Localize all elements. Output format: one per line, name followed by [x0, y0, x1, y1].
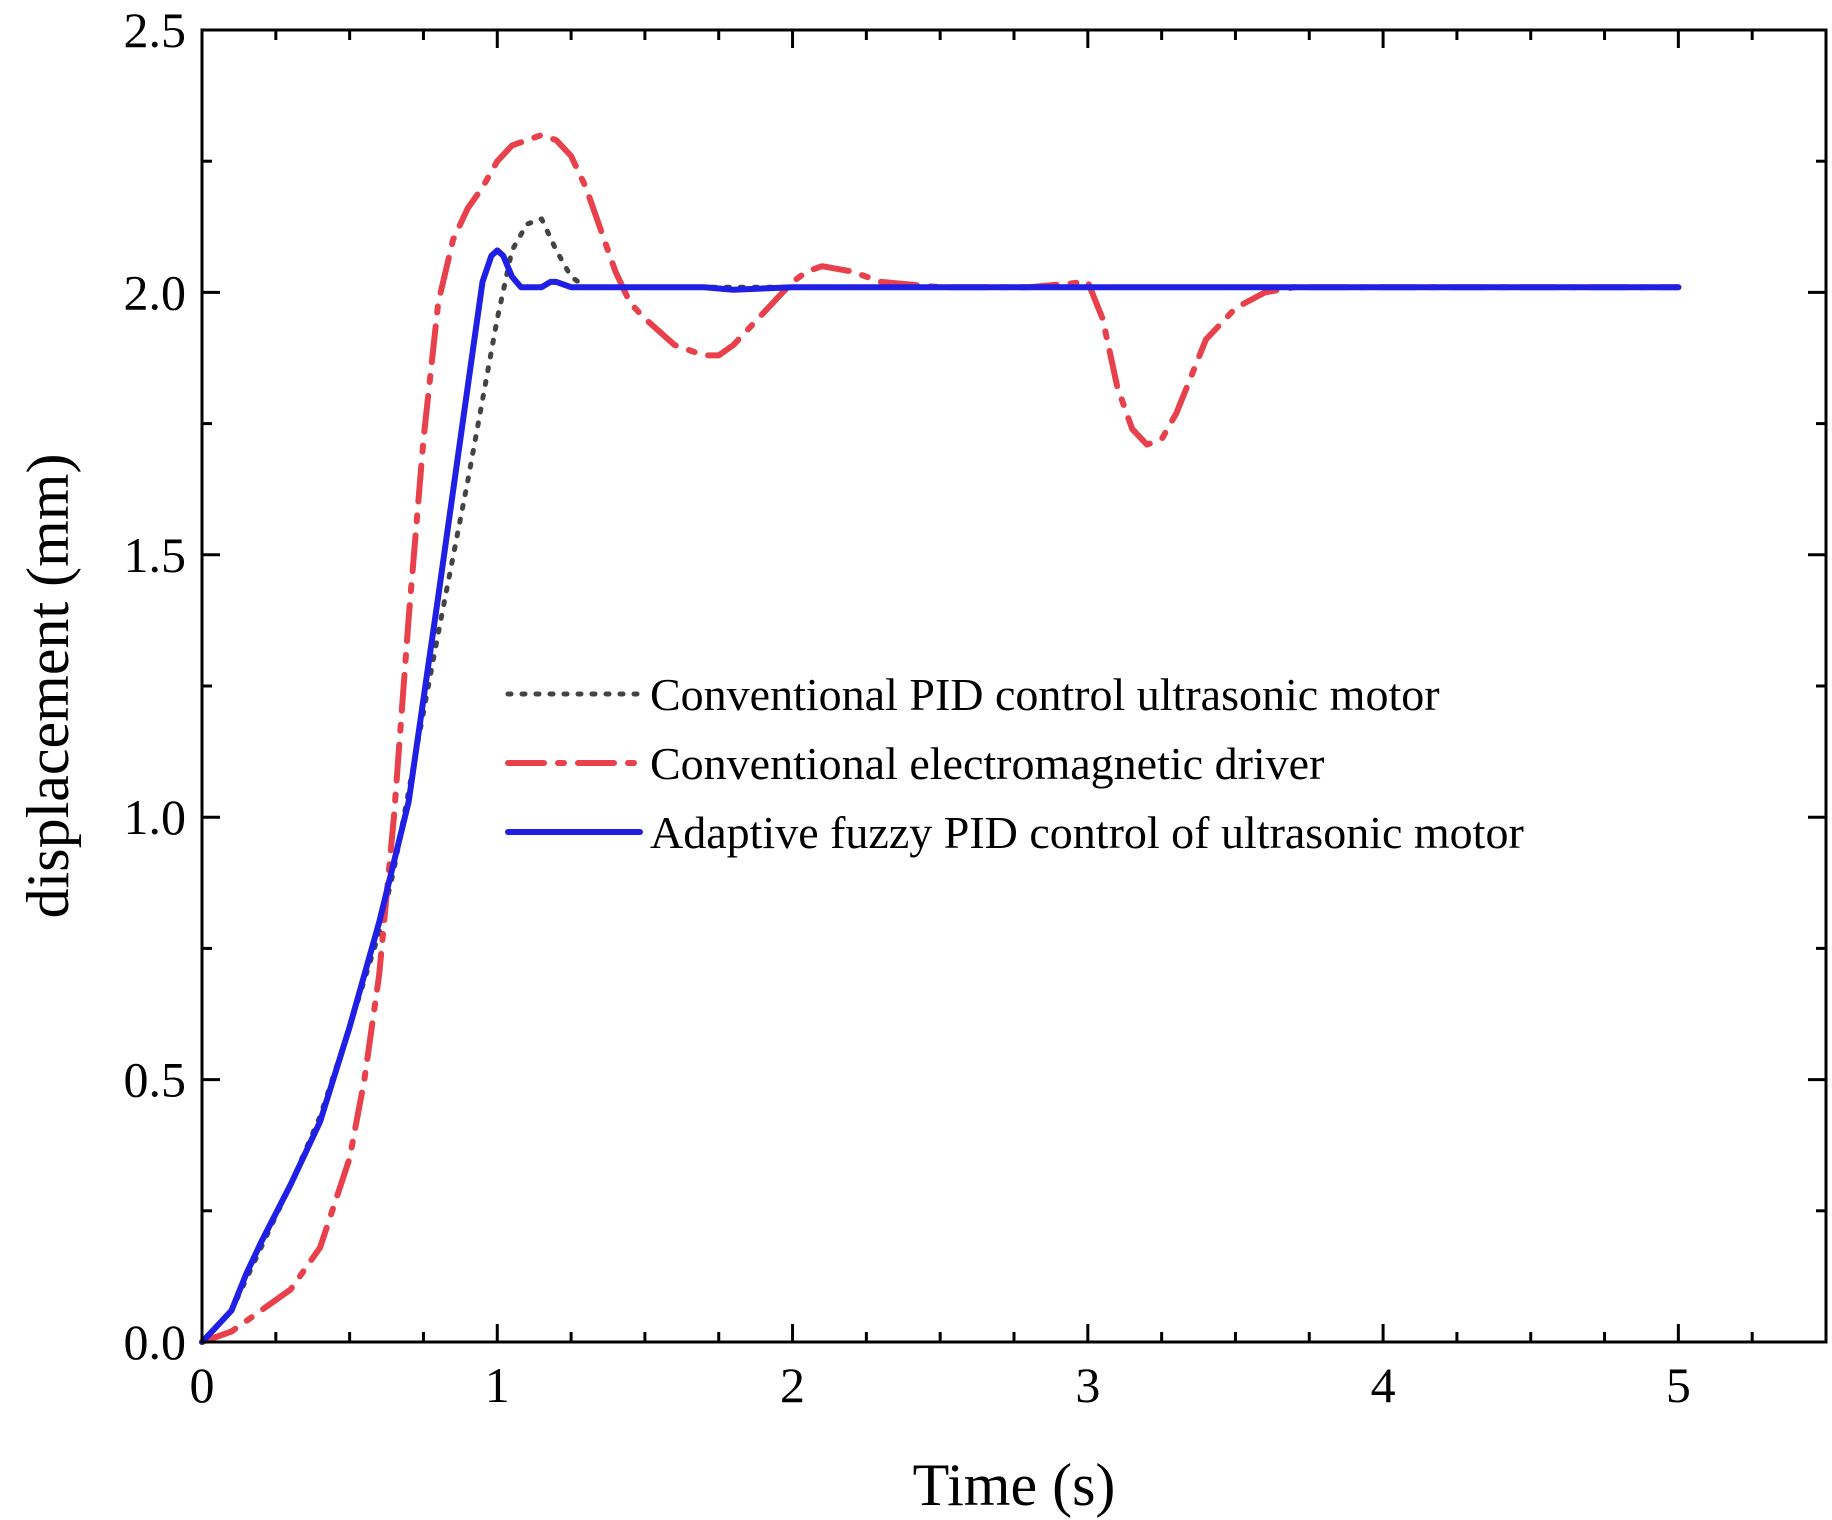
x-axis-title: Time (s)	[913, 1452, 1116, 1518]
series-line-1	[199, 132, 1682, 1345]
x-tick-label: 3	[1075, 1357, 1100, 1413]
x-tick-label: 1	[485, 1357, 510, 1413]
y-axis-title: displacement (mm)	[15, 454, 81, 919]
legend-label-pid: Conventional PID control ultrasonic moto…	[650, 669, 1440, 720]
y-tick-label: 1.5	[124, 527, 187, 583]
y-tick-label: 2.5	[124, 2, 187, 58]
legend-label-fuzzy-pid: Adaptive fuzzy PID control of ultrasonic…	[650, 807, 1524, 858]
y-tick-label: 2.0	[124, 264, 187, 320]
series-layer	[199, 132, 1682, 1345]
x-tick-label: 2	[780, 1357, 805, 1413]
tick-labels-layer: 0 1 2 3 4 5 0.0 0.5 1.0 1.5 2.0 2.5	[124, 2, 1691, 1413]
legend: Conventional PID control ultrasonic moto…	[505, 669, 1524, 858]
x-tick-label: 4	[1371, 1357, 1396, 1413]
x-tick-label: 0	[190, 1357, 215, 1413]
legend-label-electromagnetic: Conventional electromagnetic driver	[650, 738, 1324, 789]
y-tick-label: 1.0	[124, 789, 187, 845]
ticks-layer	[200, 28, 1828, 1344]
y-tick-label: 0.5	[124, 1052, 187, 1108]
series-line-2	[199, 247, 1682, 1345]
y-tick-label: 0.0	[124, 1314, 187, 1370]
x-tick-label: 5	[1666, 1357, 1691, 1413]
